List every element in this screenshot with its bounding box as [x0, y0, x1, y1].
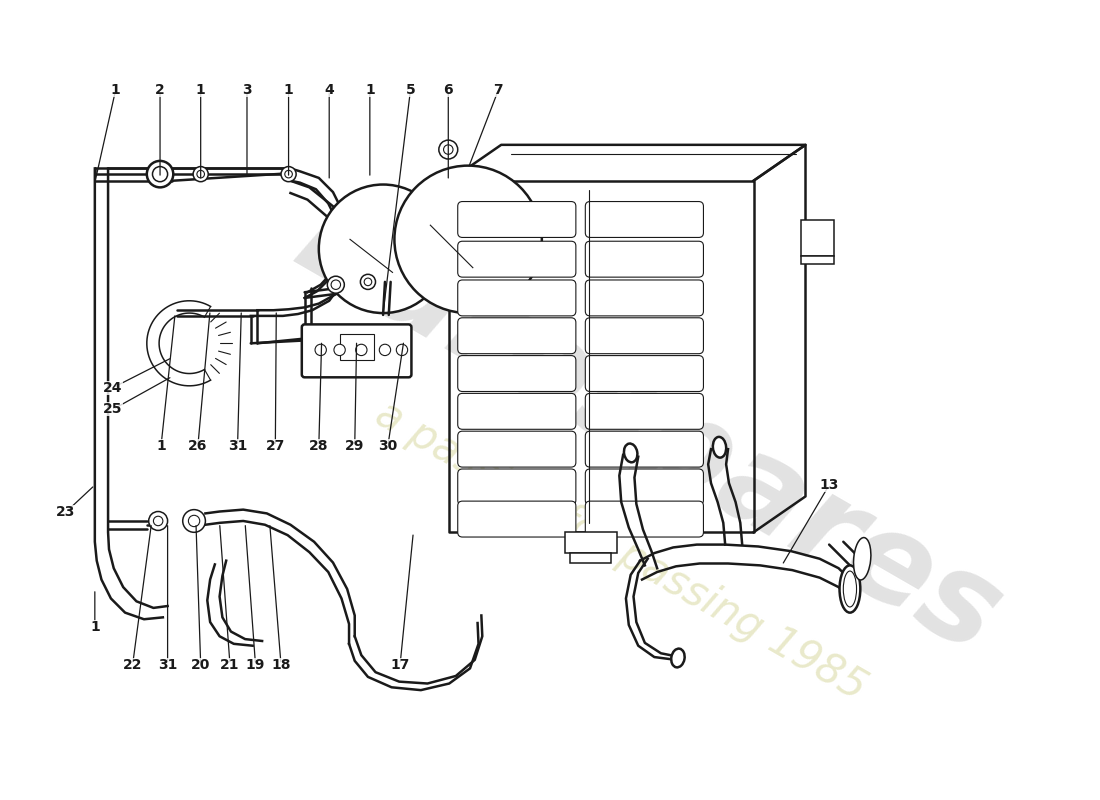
Ellipse shape	[839, 566, 860, 613]
Text: 4: 4	[324, 83, 334, 97]
Text: 1: 1	[90, 620, 100, 634]
FancyBboxPatch shape	[458, 280, 576, 316]
Bar	[564, 532, 616, 553]
Bar	[801, 221, 834, 256]
Circle shape	[153, 166, 167, 182]
FancyBboxPatch shape	[585, 431, 703, 467]
Text: 24: 24	[103, 381, 122, 394]
Text: 31: 31	[158, 658, 177, 672]
FancyBboxPatch shape	[458, 501, 576, 537]
Text: 18: 18	[272, 658, 290, 672]
Text: 27: 27	[266, 439, 285, 454]
Circle shape	[355, 344, 367, 355]
Circle shape	[396, 344, 408, 355]
FancyBboxPatch shape	[585, 394, 703, 430]
Circle shape	[197, 170, 205, 178]
Circle shape	[194, 166, 208, 182]
FancyBboxPatch shape	[585, 202, 703, 238]
Circle shape	[364, 278, 372, 286]
Text: 29: 29	[345, 439, 364, 454]
Text: 1: 1	[196, 83, 206, 97]
Text: Eurospares: Eurospares	[277, 178, 1022, 678]
Circle shape	[146, 161, 174, 187]
Circle shape	[334, 344, 345, 355]
Circle shape	[153, 516, 163, 526]
Ellipse shape	[844, 571, 857, 607]
Text: 1: 1	[156, 439, 166, 454]
FancyBboxPatch shape	[585, 280, 703, 316]
FancyBboxPatch shape	[458, 318, 576, 354]
Text: a passion for passing 1985: a passion for passing 1985	[368, 393, 874, 710]
FancyBboxPatch shape	[458, 394, 576, 430]
Text: 26: 26	[188, 439, 208, 454]
Circle shape	[319, 185, 448, 313]
Text: 5: 5	[406, 83, 416, 97]
Circle shape	[183, 510, 206, 532]
Text: 21: 21	[220, 658, 240, 672]
Ellipse shape	[713, 437, 726, 458]
FancyBboxPatch shape	[585, 469, 703, 505]
Bar	[801, 256, 834, 264]
FancyBboxPatch shape	[585, 242, 703, 277]
Text: 25: 25	[103, 402, 122, 417]
Text: 19: 19	[245, 658, 265, 672]
Circle shape	[315, 344, 327, 355]
Circle shape	[148, 511, 167, 530]
Bar	[340, 334, 374, 360]
Text: 6: 6	[443, 83, 453, 97]
FancyBboxPatch shape	[301, 324, 411, 378]
Circle shape	[331, 280, 341, 290]
Text: 30: 30	[378, 439, 397, 454]
Circle shape	[328, 276, 344, 294]
Circle shape	[188, 515, 200, 526]
Text: 28: 28	[309, 439, 329, 454]
FancyBboxPatch shape	[585, 355, 703, 391]
Ellipse shape	[854, 538, 871, 580]
Text: 22: 22	[123, 658, 142, 672]
Text: 3: 3	[242, 83, 252, 97]
Text: 23: 23	[56, 506, 75, 519]
Text: 13: 13	[820, 478, 839, 492]
Circle shape	[395, 166, 542, 313]
FancyBboxPatch shape	[585, 501, 703, 537]
Text: 17: 17	[390, 658, 410, 672]
FancyBboxPatch shape	[458, 469, 576, 505]
Ellipse shape	[624, 443, 637, 462]
Text: 7: 7	[494, 83, 503, 97]
FancyBboxPatch shape	[585, 318, 703, 354]
Text: 2: 2	[155, 83, 165, 97]
Circle shape	[280, 166, 296, 182]
Text: 1: 1	[111, 83, 121, 97]
FancyBboxPatch shape	[458, 355, 576, 391]
Circle shape	[285, 170, 293, 178]
Text: 31: 31	[228, 439, 248, 454]
Circle shape	[443, 145, 453, 154]
Circle shape	[439, 140, 458, 159]
Ellipse shape	[671, 649, 684, 667]
Text: 20: 20	[191, 658, 210, 672]
FancyBboxPatch shape	[458, 242, 576, 277]
Bar	[570, 553, 611, 562]
FancyBboxPatch shape	[458, 431, 576, 467]
Circle shape	[361, 274, 375, 290]
Text: 1: 1	[365, 83, 375, 97]
Text: 1: 1	[284, 83, 294, 97]
Circle shape	[379, 344, 390, 355]
FancyBboxPatch shape	[458, 202, 576, 238]
